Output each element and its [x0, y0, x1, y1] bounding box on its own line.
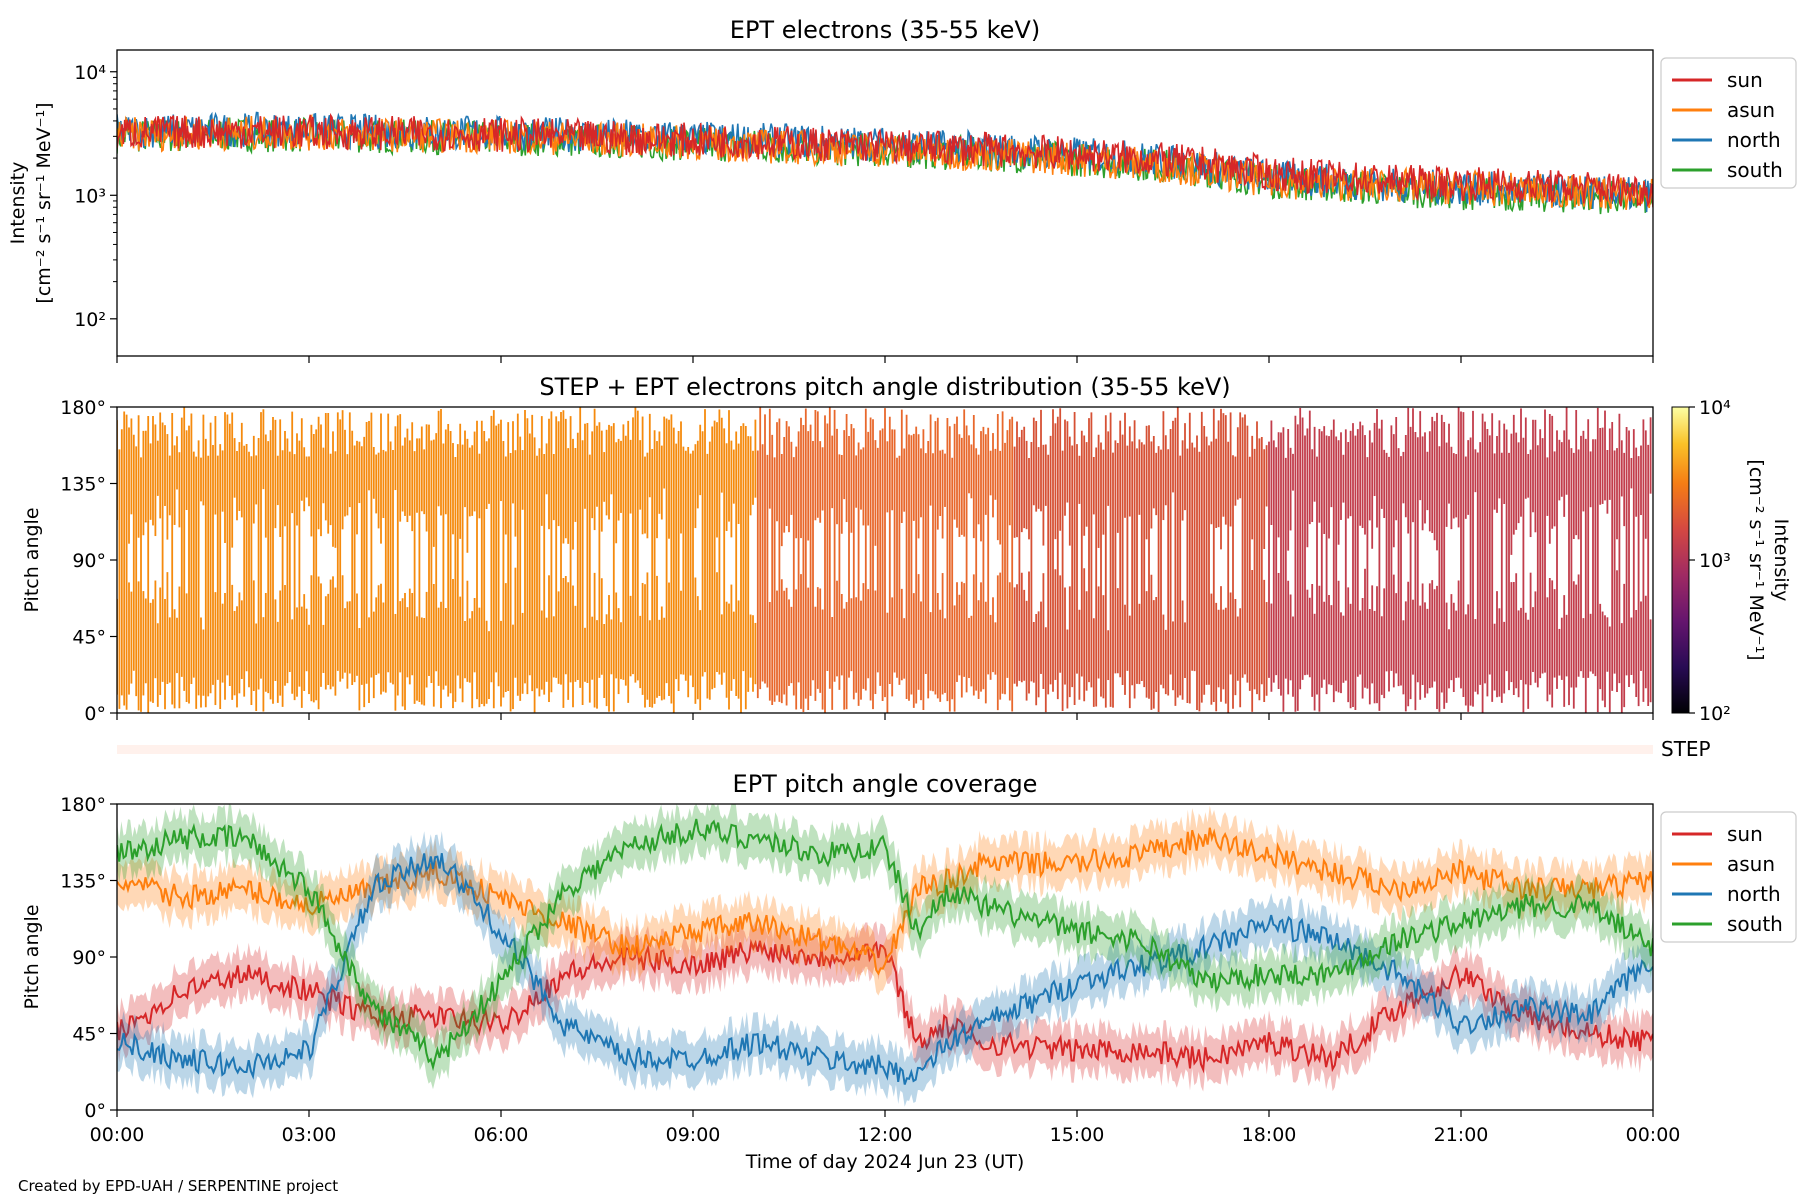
coverage-band-sun: [117, 918, 1653, 1092]
coverage-line-south: [117, 818, 1653, 1072]
colorbar-tick-label: 10³: [1699, 550, 1731, 572]
panel-pad-x-ticks: [116, 713, 1654, 720]
y-tick-label: 0°: [84, 1100, 106, 1122]
y-tick-label: 180°: [60, 794, 106, 816]
y-tick-label: 135°: [60, 871, 106, 893]
panel-coverage: EPT pitch angle coverage 0° 45° 90° 135° 180…: [21, 770, 1797, 1173]
intensity-line-asun: [117, 113, 1653, 211]
legend-box: [1660, 811, 1797, 943]
intensity-line-sun: [117, 112, 1653, 208]
panel-intensity-x-ticks: [116, 356, 1654, 363]
coverage-band-south: [117, 804, 1653, 1090]
y-tick-label: 90°: [72, 947, 106, 969]
legend-box: [1660, 57, 1797, 189]
legend-label-sun: sun: [1727, 68, 1763, 92]
x-tick-label: 18:00: [1242, 1124, 1297, 1146]
panel-coverage-x-ticks: 00:00 03:00 06:00 09:00 12:00 15:00 18:00 21:00…: [90, 1110, 1681, 1146]
y-tick-label: 10⁴: [74, 62, 106, 84]
panel-intensity-ylabel: Intensity: [7, 162, 29, 245]
legend-label-north: north: [1727, 882, 1781, 906]
legend-label-sun: sun: [1727, 822, 1763, 846]
y-tick-label: 0°: [84, 703, 106, 725]
panel-pad-y-ticks: 0° 45° 90° 135° 180°: [60, 397, 117, 725]
x-tick-label: 03:00: [282, 1124, 337, 1146]
panel-coverage-y-ticks: 0° 45° 90° 135° 180°: [60, 794, 117, 1122]
panel-coverage-xlabel: Time of day 2024 Jun 23 (UT): [745, 1151, 1025, 1173]
y-tick-label: 45°: [72, 627, 106, 649]
colorbar-tick-label: 10⁴: [1699, 397, 1731, 419]
panel-intensity-title: EPT electrons (35-55 keV): [730, 16, 1040, 44]
panel-intensity-legend: sun asun north south: [1660, 57, 1797, 189]
step-strip: [117, 745, 1653, 754]
legend-label-north: north: [1727, 128, 1781, 152]
x-tick-label: 06:00: [474, 1124, 529, 1146]
colorbar-ticks: 10² 10³ 10⁴: [1689, 397, 1731, 725]
panel-intensity-frame: [116, 49, 1654, 357]
legend-label-asun: asun: [1727, 852, 1775, 876]
x-tick-label: 09:00: [666, 1124, 721, 1146]
y-tick-label: 10³: [74, 185, 106, 207]
credit-text: Created by EPD-UAH / SERPENTINE project: [18, 1177, 338, 1195]
colorbar-label-units: [cm⁻² s⁻¹ sr⁻¹ MeV⁻¹]: [1745, 459, 1767, 660]
y-tick-label: 135°: [60, 474, 106, 496]
panel-pad-title: STEP + EPT electrons pitch angle distrib…: [539, 373, 1230, 401]
x-tick-label: 15:00: [1050, 1124, 1105, 1146]
colorbar: [1671, 406, 1690, 714]
coverage-line-sun: [117, 938, 1653, 1074]
panel-pad-ylabel: Pitch angle: [21, 507, 43, 612]
coverage-band-north: [117, 831, 1653, 1107]
panel-intensity-y-ticks: 10² 10³ 10⁴: [74, 62, 117, 331]
step-label: STEP: [1661, 737, 1711, 761]
legend-label-south: south: [1727, 158, 1783, 182]
panel-intensity: EPT electrons (35-55 keV) 10² 10³ 10⁴ Inte…: [7, 16, 1797, 363]
colorbar-label: Intensity: [1770, 519, 1792, 602]
panel-coverage-title: EPT pitch angle coverage: [733, 770, 1038, 798]
panel-pad-heatmap: [117, 407, 1652, 713]
panel-intensity-series: [117, 111, 1653, 215]
panel-coverage-legend: sun asun north south: [1660, 811, 1797, 943]
x-tick-label: 00:00: [90, 1124, 145, 1146]
legend-label-asun: asun: [1727, 98, 1775, 122]
x-tick-label: 12:00: [858, 1124, 913, 1146]
coverage-line-north: [117, 853, 1653, 1085]
y-tick-label: 10²: [74, 309, 106, 331]
y-tick-label: 180°: [60, 397, 106, 419]
x-tick-label: 21:00: [1434, 1124, 1489, 1146]
legend-label-south: south: [1727, 912, 1783, 936]
y-tick-label: 45°: [72, 1024, 106, 1046]
colorbar-tick-label: 10²: [1699, 703, 1731, 725]
x-tick-label: 00:00: [1626, 1124, 1681, 1146]
panel-intensity-ylabel-units: [cm⁻² s⁻¹ sr⁻¹ MeV⁻¹]: [33, 102, 55, 303]
panel-coverage-ylabel: Pitch angle: [21, 904, 43, 1009]
panel-coverage-series: [117, 804, 1653, 1107]
panel-pad: STEP + EPT electrons pitch angle distrib…: [21, 373, 1792, 761]
y-tick-label: 90°: [72, 550, 106, 572]
